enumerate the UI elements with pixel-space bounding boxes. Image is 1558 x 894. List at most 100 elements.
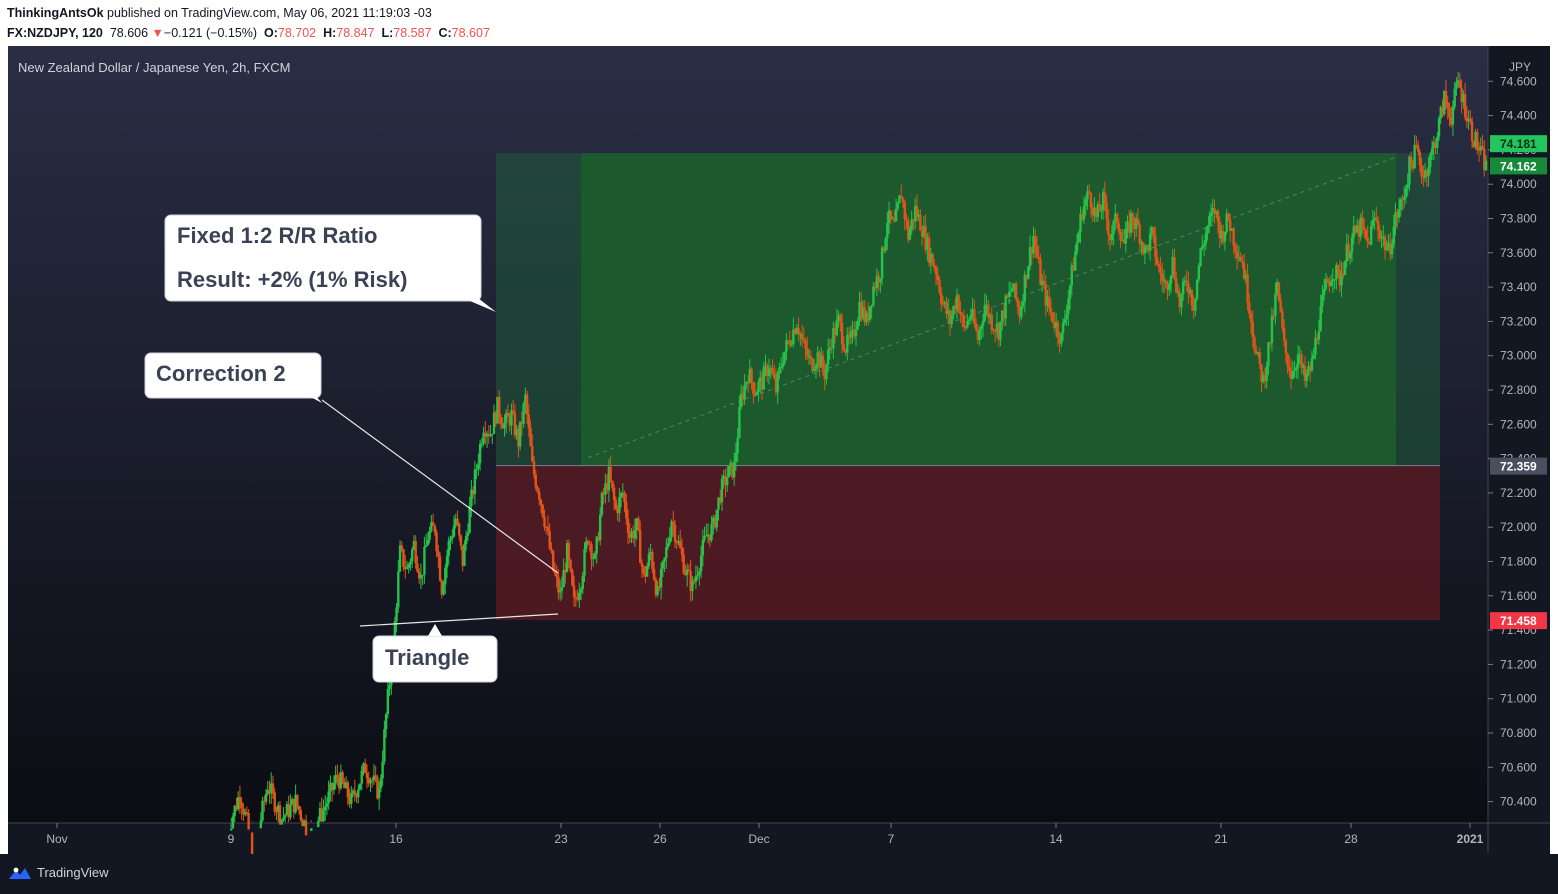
- candle-body: [1202, 244, 1206, 247]
- candle-body: [317, 821, 320, 828]
- candle-body: [539, 499, 543, 505]
- x-tick-label: Nov: [46, 832, 67, 846]
- entry-price-badge-text: 72.359: [1500, 460, 1537, 474]
- candle-body: [423, 547, 426, 575]
- candle-body: [732, 461, 736, 478]
- candle-body: [1268, 342, 1272, 344]
- candle-body: [816, 352, 819, 366]
- candle-body: [263, 800, 266, 802]
- candle-body: [1399, 199, 1402, 210]
- tradingview-brand[interactable]: TradingView: [37, 865, 109, 880]
- candle-body: [922, 226, 926, 237]
- candle-body: [327, 791, 330, 804]
- candle-body: [1305, 373, 1308, 381]
- candle-body: [1420, 165, 1423, 177]
- candle-body: [358, 783, 362, 790]
- candle-body: [1437, 118, 1441, 137]
- candle-body: [1068, 285, 1072, 299]
- candle-body: [283, 815, 287, 818]
- candle-body: [793, 329, 797, 334]
- candle-body: [691, 580, 694, 592]
- candle-body: [1465, 117, 1469, 122]
- candle-body: [1270, 315, 1274, 343]
- candle-body: [1392, 226, 1395, 245]
- candle-body: [515, 428, 518, 436]
- candle-body: [379, 778, 383, 789]
- last-price-badge-text: 74.162: [1500, 159, 1537, 173]
- candle-body: [484, 432, 487, 437]
- author-name[interactable]: ThinkingAntsOk: [7, 6, 104, 20]
- candle-body: [1216, 210, 1220, 223]
- candle-body: [1044, 283, 1047, 306]
- price-axis-background[interactable]: [1488, 46, 1550, 823]
- candle-body: [1427, 167, 1430, 177]
- high-value: 78.847: [336, 26, 375, 40]
- candle-body: [398, 545, 402, 572]
- callout-rr-box[interactable]: [164, 214, 482, 302]
- callout-correction-box[interactable]: [144, 352, 322, 399]
- candle-body: [600, 492, 604, 515]
- candle-body: [846, 334, 849, 353]
- candle-body: [997, 323, 1000, 340]
- candle-body: [377, 788, 381, 799]
- candle-body: [1082, 206, 1086, 220]
- x-tick-label: 16: [389, 832, 403, 846]
- candle-body: [294, 794, 297, 813]
- candle-body: [1256, 352, 1260, 354]
- candle-body: [755, 392, 759, 396]
- candle-body: [797, 327, 800, 335]
- candle-body: [303, 820, 306, 827]
- candle-body: [404, 566, 407, 569]
- chart-svg[interactable]: 70.40070.60070.80071.00071.20071.40071.6…: [0, 46, 1558, 855]
- candle-body: [468, 505, 471, 533]
- candle-body: [1411, 162, 1415, 169]
- candle-body: [426, 539, 430, 546]
- tradingview-logo-icon[interactable]: [8, 865, 32, 881]
- candle-body: [785, 340, 788, 352]
- candle-body: [753, 393, 757, 396]
- triangle-upper-trendline[interactable]: [321, 399, 559, 574]
- x-tick-label: 7: [888, 832, 895, 846]
- candle-body: [320, 808, 323, 822]
- candle-body: [1077, 232, 1080, 243]
- candle-body: [1298, 354, 1301, 356]
- low-value: 78.587: [393, 26, 432, 40]
- candle-body: [447, 540, 450, 556]
- candle-body: [807, 355, 811, 357]
- candle-body: [1284, 340, 1288, 354]
- candle-body: [1322, 288, 1326, 295]
- candle-body: [1021, 301, 1025, 307]
- candle-body: [1136, 218, 1140, 225]
- candle-body: [1211, 208, 1214, 214]
- candle-body: [477, 463, 480, 469]
- candle-body: [1234, 245, 1237, 252]
- candle-body: [1070, 265, 1074, 286]
- candle-body: [804, 340, 807, 349]
- candle-body: [994, 330, 997, 332]
- candle-body: [437, 551, 440, 557]
- candle-body: [783, 351, 786, 364]
- chart-area[interactable]: 70.400 70.600 70.800 71.000 71.200 71.400 71.6…: [0, 46, 1558, 855]
- candle-body: [703, 535, 706, 540]
- candle-body: [339, 772, 343, 789]
- candle-body: [788, 341, 792, 346]
- candle-body: [400, 545, 403, 550]
- candle-body: [586, 541, 590, 544]
- candle-body: [656, 586, 659, 595]
- entry-price-badge: [1490, 457, 1547, 475]
- candle-body: [1093, 207, 1096, 216]
- candle-body: [990, 315, 993, 330]
- time-axis-background[interactable]: [8, 823, 1550, 854]
- triangle-lower-trendline[interactable]: [359, 613, 559, 627]
- candle-body: [1014, 283, 1018, 300]
- candle-body: [1430, 148, 1434, 155]
- candle-body: [372, 775, 376, 781]
- loss-zone[interactable]: [496, 465, 1440, 621]
- candle-body: [739, 393, 743, 408]
- candle-body: [1463, 94, 1467, 118]
- candle-body: [835, 319, 839, 336]
- candle-body: [1199, 248, 1202, 266]
- candle-body: [1049, 307, 1053, 313]
- candle-body: [689, 570, 692, 592]
- candle-body: [1105, 202, 1108, 220]
